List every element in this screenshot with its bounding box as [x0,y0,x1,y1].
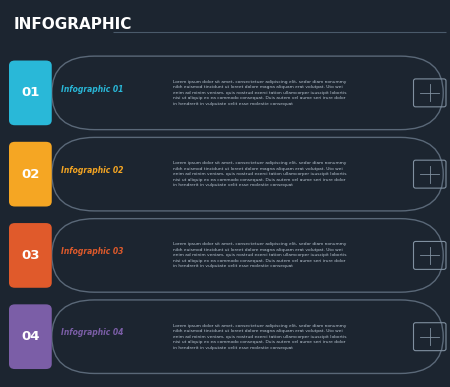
Text: 03: 03 [21,249,40,262]
Text: Lorem ipsum dolor sit amet, consectetuer adipiscing elit, sedor diam nonummy
nib: Lorem ipsum dolor sit amet, consectetuer… [173,242,347,269]
FancyBboxPatch shape [9,142,52,207]
Text: Lorem ipsum dolor sit amet, consectetuer adipiscing elit, sedor diam nonummy
nib: Lorem ipsum dolor sit amet, consectetuer… [173,161,347,187]
Text: Infographic 02: Infographic 02 [61,166,123,175]
FancyBboxPatch shape [52,300,443,373]
Text: Infographic 04: Infographic 04 [61,328,123,337]
Text: INFOGRAPHIC: INFOGRAPHIC [14,17,132,33]
FancyBboxPatch shape [9,304,52,369]
FancyBboxPatch shape [52,219,443,292]
Text: Infographic 03: Infographic 03 [61,247,123,256]
Text: 01: 01 [21,86,40,99]
Text: Infographic 01: Infographic 01 [61,84,123,94]
Text: 02: 02 [21,168,40,181]
Text: 04: 04 [21,330,40,343]
Text: Lorem ipsum dolor sit amet, consectetuer adipiscing elit, sedor diam nonummy
nib: Lorem ipsum dolor sit amet, consectetuer… [173,324,347,350]
FancyBboxPatch shape [9,60,52,125]
FancyBboxPatch shape [52,137,443,211]
FancyBboxPatch shape [52,56,443,130]
Text: Lorem ipsum dolor sit amet, consectetuer adipiscing elit, sedor diam nonummy
nib: Lorem ipsum dolor sit amet, consectetuer… [173,80,347,106]
FancyBboxPatch shape [9,223,52,288]
